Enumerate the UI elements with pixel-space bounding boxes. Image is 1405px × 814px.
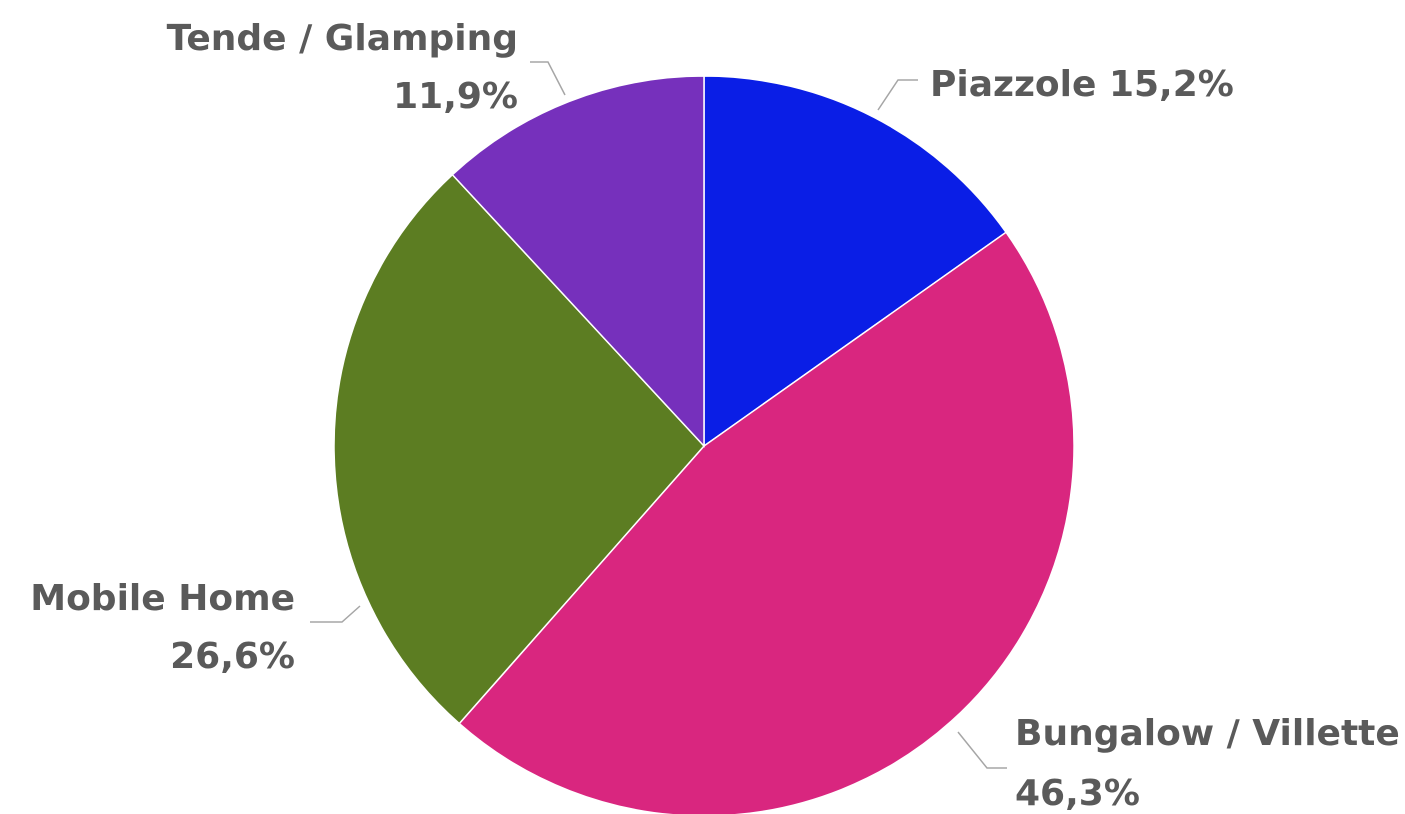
pie-slice-piazzole (703, 75, 1008, 448)
pie-slice-bungalow-villette (458, 231, 1075, 814)
leader-line (530, 61, 566, 96)
leader-line (310, 605, 361, 623)
leader-line (877, 79, 918, 111)
data-label: Mobile Home (30, 578, 295, 619)
labels-layer: Piazzole 15,2% Bungalow / Villette 46,3% Mo… (30, 18, 1400, 814)
data-label: Tende / Glamping (167, 18, 518, 59)
pie-slice-tende-glamping (451, 75, 705, 448)
data-label: Piazzole 15,2% (930, 64, 1234, 105)
data-label: 26,6% (170, 636, 295, 677)
slices-layer (333, 75, 1075, 814)
pie-slice-mobile-home (333, 173, 706, 725)
leader-line (957, 731, 1007, 769)
leader-lines-layer (310, 61, 1007, 769)
data-label: Bungalow / Villette (1015, 713, 1400, 754)
data-label: 11,9% (393, 76, 518, 117)
data-label: 46,3% (1015, 773, 1140, 814)
